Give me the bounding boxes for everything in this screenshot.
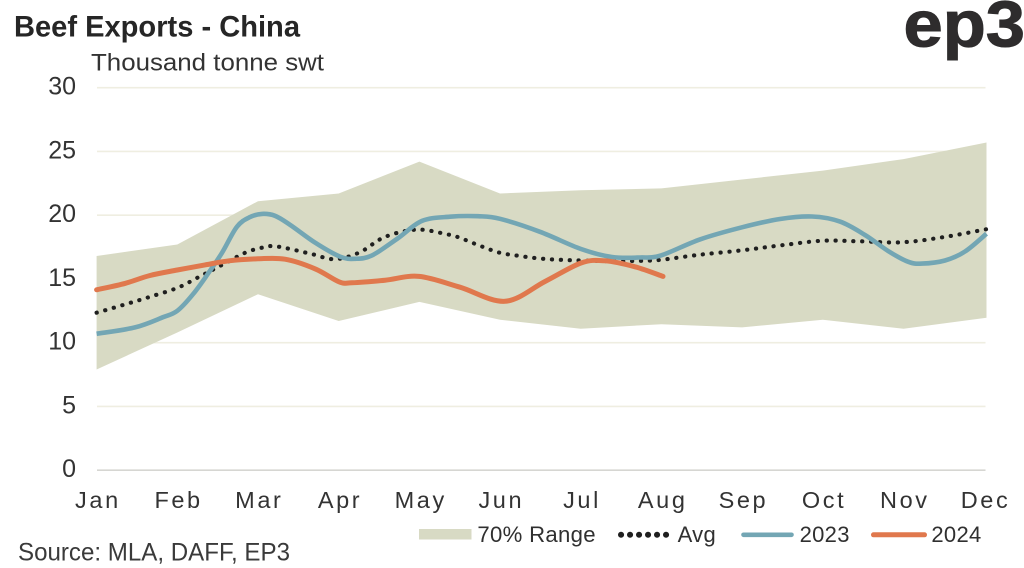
svg-text:Jan: Jan <box>75 487 121 513</box>
svg-text:Thousand tonne swt: Thousand tonne swt <box>91 50 324 77</box>
svg-text:70% Range: 70% Range <box>477 522 596 547</box>
svg-text:10: 10 <box>48 328 76 356</box>
svg-text:20: 20 <box>48 200 76 228</box>
svg-text:25: 25 <box>48 136 76 164</box>
svg-text:Oct: Oct <box>802 487 846 513</box>
svg-text:Feb: Feb <box>154 487 202 513</box>
svg-text:2024: 2024 <box>931 522 981 547</box>
svg-text:Apr: Apr <box>318 487 362 513</box>
svg-text:Source: MLA, DAFF, EP3: Source: MLA, DAFF, EP3 <box>18 539 290 567</box>
svg-text:Nov: Nov <box>880 487 930 513</box>
svg-text:Jul: Jul <box>563 487 601 513</box>
svg-text:15: 15 <box>48 264 76 292</box>
svg-text:Avg: Avg <box>678 522 716 547</box>
svg-text:Jun: Jun <box>478 487 524 513</box>
svg-text:2023: 2023 <box>800 522 850 547</box>
svg-text:Beef Exports - China: Beef Exports - China <box>14 11 300 44</box>
svg-text:Mar: Mar <box>235 487 283 513</box>
svg-text:0: 0 <box>62 455 76 483</box>
svg-text:Dec: Dec <box>961 487 1011 513</box>
svg-text:5: 5 <box>62 391 76 419</box>
svg-text:May: May <box>395 487 447 513</box>
svg-text:ep3: ep3 <box>904 0 1024 61</box>
svg-text:Aug: Aug <box>638 487 688 513</box>
svg-text:30: 30 <box>48 73 76 101</box>
svg-text:Sep: Sep <box>719 487 769 513</box>
